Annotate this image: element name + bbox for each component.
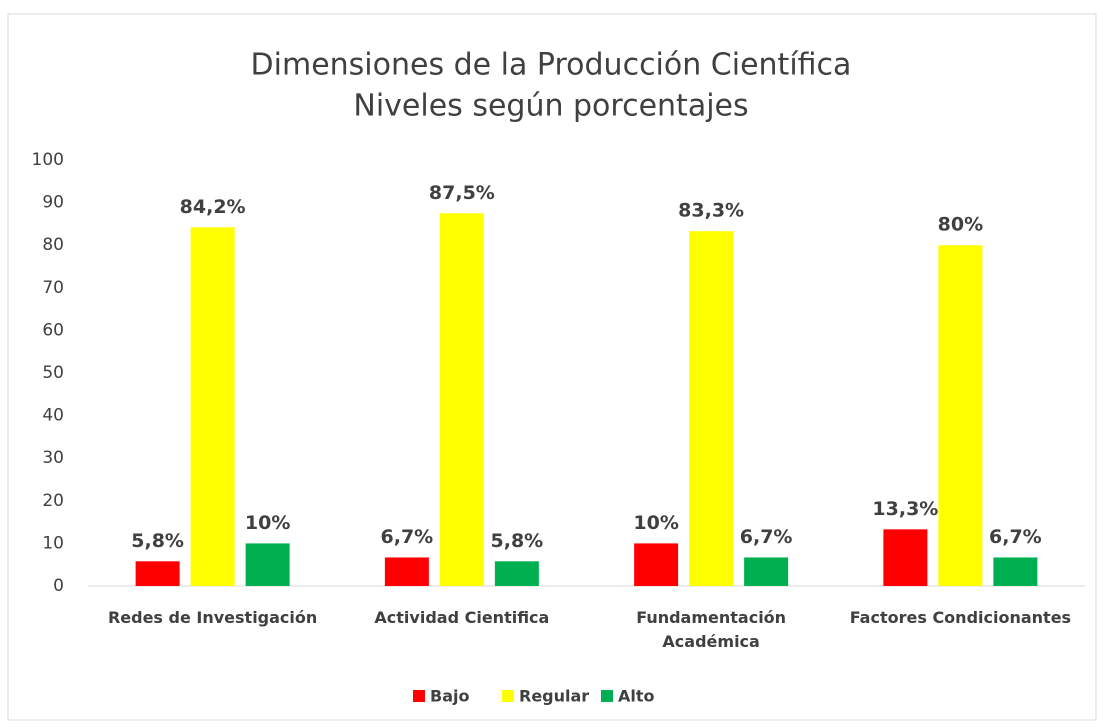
bar (634, 543, 679, 586)
legend-label: Regular (519, 687, 589, 706)
y-tick-label: 10 (42, 533, 64, 553)
legend-swatch (601, 690, 613, 702)
y-tick-label: 0 (53, 576, 64, 596)
chart-subtitle: Niveles según porcentajes (353, 89, 748, 124)
value-label: 5,8% (131, 530, 184, 552)
bar (938, 245, 983, 586)
y-tick-label: 50 (42, 363, 64, 383)
value-label: 84,2% (180, 196, 246, 218)
legend-label: Bajo (430, 687, 469, 706)
bar (439, 213, 484, 586)
value-label: 83,3% (678, 200, 744, 222)
value-label: 6,7% (381, 526, 434, 548)
value-label: 80% (938, 214, 983, 236)
bar (245, 543, 290, 586)
value-label: 10% (245, 512, 290, 534)
value-label: 6,7% (740, 526, 793, 548)
bar (190, 227, 235, 587)
y-tick-label: 90 (42, 193, 64, 213)
x-tick-label: Factores Condicionantes (849, 608, 1072, 627)
legend-label: Alto (618, 687, 655, 706)
chart-border (7, 13, 1097, 721)
bar (744, 557, 789, 586)
y-tick-label: 60 (42, 320, 64, 340)
x-tick-label: Actividad Cientifica (374, 608, 550, 627)
x-tick-label: Redes de Investigación (107, 608, 318, 627)
legend-swatch (413, 690, 425, 702)
value-label: 6,7% (989, 526, 1042, 548)
bar (689, 231, 734, 586)
value-label: 87,5% (429, 182, 495, 204)
y-tick-label: 80 (42, 235, 64, 255)
y-tick-label: 20 (42, 491, 64, 511)
bar (135, 561, 180, 586)
value-label: 13,3% (872, 498, 938, 520)
legend-swatch (502, 690, 514, 702)
value-label: 10% (633, 512, 678, 534)
bar (883, 529, 928, 586)
y-tick-label: 100 (32, 150, 64, 170)
bar (494, 561, 539, 586)
x-tick-label: Fundamentación Académica (636, 608, 787, 651)
y-tick-label: 70 (42, 278, 64, 298)
value-label: 5,8% (491, 530, 544, 552)
bar (993, 557, 1038, 586)
y-tick-label: 40 (42, 406, 64, 426)
y-tick-label: 30 (42, 448, 64, 468)
bar (384, 557, 429, 586)
chart-title: Dimensiones de la Producción Científica (251, 48, 852, 83)
